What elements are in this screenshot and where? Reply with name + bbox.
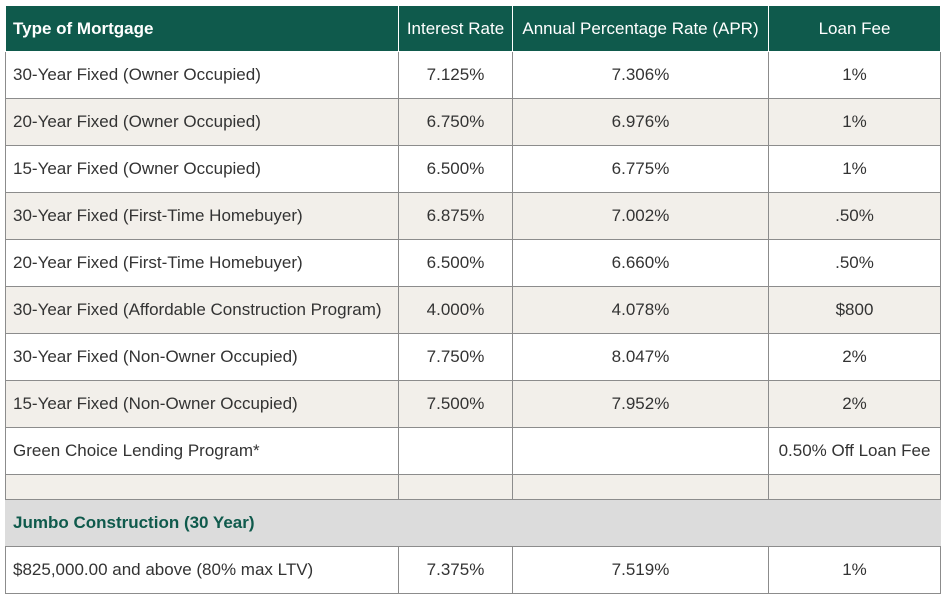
empty-cell	[398, 474, 513, 500]
loan-fee-cell: .50%	[768, 239, 941, 287]
loan-fee-cell: 1%	[768, 546, 941, 594]
interest-rate-cell: 6.500%	[398, 145, 513, 193]
empty-cell	[512, 474, 769, 500]
loan-fee-cell: 1%	[768, 51, 941, 99]
header-row: Type of Mortgage Interest Rate Annual Pe…	[5, 5, 941, 52]
interest-rate-cell: 7.125%	[398, 51, 513, 99]
table-row: 20-Year Fixed (Owner Occupied) 6.750% 6.…	[5, 98, 941, 146]
loan-fee-cell: $800	[768, 286, 941, 334]
mortgage-type-cell: 20-Year Fixed (First-Time Homebuyer)	[5, 239, 399, 287]
table-row: 20-Year Fixed (First-Time Homebuyer) 6.5…	[5, 239, 941, 287]
loan-fee-cell: 0.50% Off Loan Fee	[768, 427, 941, 475]
mortgage-type-cell: 30-Year Fixed (Affordable Construction P…	[5, 286, 399, 334]
mortgage-type-cell: 30-Year Fixed (Owner Occupied)	[5, 51, 399, 99]
mortgage-type-cell: 30-Year Fixed (Non-Owner Occupied)	[5, 333, 399, 381]
interest-rate-cell: 4.000%	[398, 286, 513, 334]
apr-cell: 6.775%	[512, 145, 769, 193]
apr-cell	[512, 427, 769, 475]
apr-cell: 6.660%	[512, 239, 769, 287]
mortgage-type-cell: 20-Year Fixed (Owner Occupied)	[5, 98, 399, 146]
header-type-of-mortgage: Type of Mortgage	[5, 5, 399, 52]
loan-fee-cell: .50%	[768, 192, 941, 240]
table-row: Green Choice Lending Program* 0.50% Off …	[5, 427, 941, 475]
spacer-row	[5, 474, 941, 500]
mortgage-type-cell: 15-Year Fixed (Owner Occupied)	[5, 145, 399, 193]
mortgage-type-cell: $825,000.00 and above (80% max LTV)	[5, 546, 399, 594]
table-row: 30-Year Fixed (Owner Occupied) 7.125% 7.…	[5, 51, 941, 99]
interest-rate-cell: 7.375%	[398, 546, 513, 594]
interest-rate-cell	[398, 427, 513, 475]
apr-cell: 6.976%	[512, 98, 769, 146]
mortgage-type-cell: Green Choice Lending Program*	[5, 427, 399, 475]
loan-fee-cell: 1%	[768, 145, 941, 193]
mortgage-rates-table: Type of Mortgage Interest Rate Annual Pe…	[5, 5, 941, 594]
interest-rate-cell: 7.750%	[398, 333, 513, 381]
section-header-row: Jumbo Construction (30 Year)	[5, 499, 941, 547]
header-interest-rate: Interest Rate	[398, 5, 513, 52]
interest-rate-cell: 7.500%	[398, 380, 513, 428]
table-row: $825,000.00 and above (80% max LTV) 7.37…	[5, 546, 941, 594]
apr-cell: 4.078%	[512, 286, 769, 334]
rates-table-container: Type of Mortgage Interest Rate Annual Pe…	[5, 5, 941, 594]
interest-rate-cell: 6.875%	[398, 192, 513, 240]
table-row: 15-Year Fixed (Owner Occupied) 6.500% 6.…	[5, 145, 941, 193]
apr-cell: 7.952%	[512, 380, 769, 428]
empty-cell	[5, 474, 399, 500]
empty-cell	[768, 474, 941, 500]
mortgage-type-cell: 30-Year Fixed (First-Time Homebuyer)	[5, 192, 399, 240]
loan-fee-cell: 2%	[768, 333, 941, 381]
loan-fee-cell: 1%	[768, 98, 941, 146]
interest-rate-cell: 6.500%	[398, 239, 513, 287]
loan-fee-cell: 2%	[768, 380, 941, 428]
section-title-jumbo: Jumbo Construction (30 Year)	[5, 499, 941, 547]
table-row: 30-Year Fixed (First-Time Homebuyer) 6.8…	[5, 192, 941, 240]
table-row: 30-Year Fixed (Non-Owner Occupied) 7.750…	[5, 333, 941, 381]
apr-cell: 8.047%	[512, 333, 769, 381]
interest-rate-cell: 6.750%	[398, 98, 513, 146]
header-apr: Annual Percentage Rate (APR)	[512, 5, 769, 52]
table-row: 30-Year Fixed (Affordable Construction P…	[5, 286, 941, 334]
mortgage-type-cell: 15-Year Fixed (Non-Owner Occupied)	[5, 380, 399, 428]
table-row: 15-Year Fixed (Non-Owner Occupied) 7.500…	[5, 380, 941, 428]
apr-cell: 7.519%	[512, 546, 769, 594]
apr-cell: 7.002%	[512, 192, 769, 240]
apr-cell: 7.306%	[512, 51, 769, 99]
header-loan-fee: Loan Fee	[768, 5, 941, 52]
